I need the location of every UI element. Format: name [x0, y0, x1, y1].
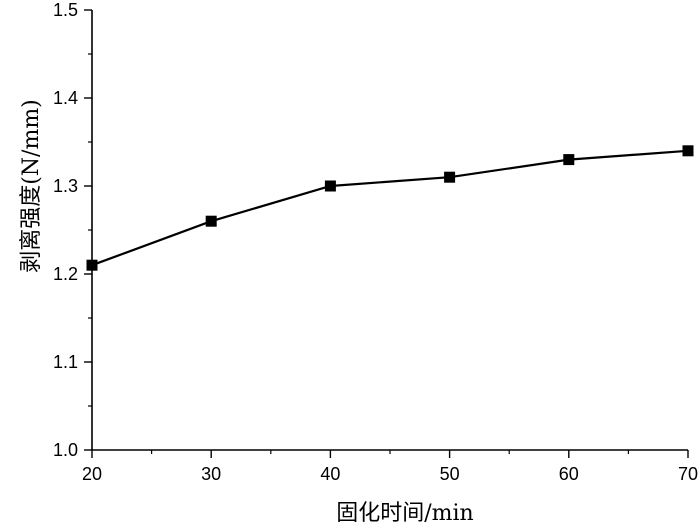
y-tick-label: 1.3	[53, 176, 78, 196]
data-point	[324, 180, 336, 192]
y-tick-label: 1.1	[53, 352, 78, 372]
x-axis-title: 固化时间/min	[336, 501, 473, 526]
tick-marks	[84, 9, 689, 458]
data-point	[444, 171, 456, 183]
x-tick-label: 50	[440, 464, 460, 484]
x-tick-label: 30	[201, 464, 221, 484]
data-point	[682, 145, 694, 157]
axes	[91, 10, 688, 451]
series-group	[86, 145, 694, 271]
data-point	[205, 215, 217, 227]
y-tick-label: 1.2	[53, 264, 78, 284]
x-tick-label: 70	[678, 464, 698, 484]
tick-labels: 20 30 40 50 60 70 1.0 1.1 1.2 1.3 1.4 1.5	[53, 0, 698, 484]
x-tick-label: 60	[559, 464, 579, 484]
y-tick-label: 1.0	[53, 440, 78, 460]
data-point	[86, 259, 98, 271]
data-point	[563, 154, 575, 166]
y-tick-label: 1.5	[53, 0, 78, 20]
y-tick-label: 1.4	[53, 88, 78, 108]
x-tick-label: 20	[82, 464, 102, 484]
y-axis-title: 剥离强度(N/mm)	[19, 99, 44, 273]
x-tick-label: 40	[320, 464, 340, 484]
series-line	[91, 149, 689, 267]
